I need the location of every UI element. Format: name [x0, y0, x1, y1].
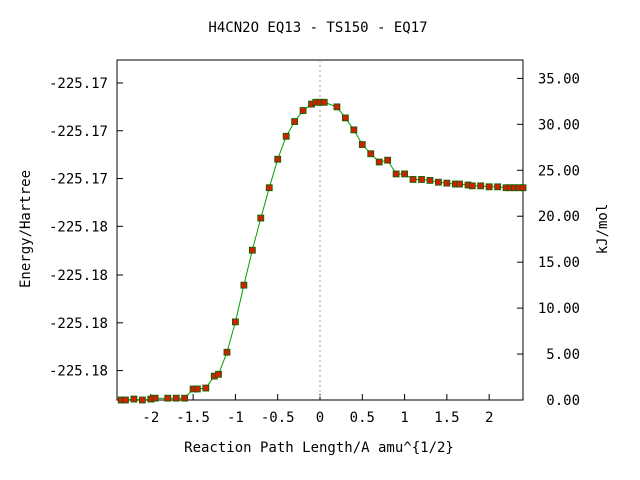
right-tick-label: 35.00: [538, 71, 580, 87]
data-point: [477, 182, 485, 190]
left-tick-label: -225.17: [49, 76, 108, 92]
data-point: [358, 141, 366, 148]
data-point: [299, 107, 307, 114]
data-point: [375, 158, 383, 166]
series-markers: [117, 98, 527, 404]
axis-ticks: -2 -1.5 -1 -0.5 0 0.5 1 1.5 20.005.0010.0015.002…: [49, 60, 580, 426]
data-point: [215, 370, 222, 378]
data-point: [519, 184, 527, 192]
left-tick-label: -225.18: [49, 364, 108, 380]
data-point: [138, 396, 146, 404]
x-axis-label: Reaction Path Length/A amu^{1/2}: [184, 440, 454, 456]
data-point: [367, 150, 375, 158]
data-point: [181, 394, 189, 402]
data-point: [202, 384, 210, 392]
data-point: [257, 214, 265, 222]
data-point: [435, 178, 442, 186]
data-point: [468, 182, 476, 190]
x-tick-label: 0.5: [350, 410, 375, 426]
right-tick-label: 0.00: [546, 393, 580, 409]
x-tick-label: -2: [142, 410, 159, 426]
left-tick-label: -225.17: [49, 172, 108, 188]
data-point: [392, 170, 400, 178]
chart-title: H4CN2O EQ13 - TS150 - EQ17: [208, 20, 427, 36]
x-tick-label: -0.5: [261, 410, 295, 426]
right-tick-label: 15.00: [538, 255, 580, 271]
data-point: [151, 394, 159, 402]
right-tick-label: 5.00: [546, 347, 580, 363]
right-tick-label: 25.00: [538, 163, 580, 179]
left-tick-label: -225.18: [49, 316, 108, 332]
data-point: [418, 176, 425, 183]
data-point: [384, 156, 392, 164]
data-point: [172, 394, 180, 402]
series-line: [121, 101, 523, 401]
data-point: [232, 318, 239, 326]
data-point: [122, 396, 129, 404]
data-point: [164, 394, 172, 402]
data-point: [456, 180, 463, 188]
left-tick-label: -225.18: [49, 219, 108, 235]
x-tick-label: -1: [227, 410, 244, 426]
y-axis-label-left: Energy/Hartree: [18, 170, 34, 288]
right-tick-label: 20.00: [538, 209, 580, 225]
data-point: [333, 103, 341, 111]
data-point: [409, 176, 417, 183]
data-point: [341, 114, 349, 122]
data-point: [223, 348, 231, 356]
data-point: [274, 155, 282, 163]
left-tick-label: -225.17: [49, 124, 108, 140]
x-tick-label: 2: [485, 410, 493, 426]
data-point: [350, 126, 358, 134]
left-tick-label: -225.18: [49, 268, 108, 284]
data-point: [401, 170, 408, 178]
data-point: [130, 395, 138, 403]
data-point: [240, 281, 248, 289]
data-point: [494, 183, 502, 191]
data-point: [193, 385, 201, 393]
right-tick-label: 30.00: [538, 117, 580, 133]
x-tick-label: 1: [400, 410, 408, 426]
data-point: [426, 176, 434, 184]
y-axis-label-right: kJ/mol: [595, 204, 611, 255]
data-point: [282, 132, 290, 140]
data-point: [248, 246, 256, 254]
x-tick-label: -1.5: [176, 410, 210, 426]
series-polyline: [121, 101, 523, 401]
x-tick-label: 0: [316, 410, 324, 426]
data-point: [265, 184, 273, 192]
x-tick-label: 1.5: [434, 410, 459, 426]
right-tick-label: 10.00: [538, 301, 580, 317]
data-point: [291, 118, 299, 125]
data-point: [320, 98, 328, 106]
data-point: [485, 183, 493, 191]
data-point: [443, 179, 451, 187]
